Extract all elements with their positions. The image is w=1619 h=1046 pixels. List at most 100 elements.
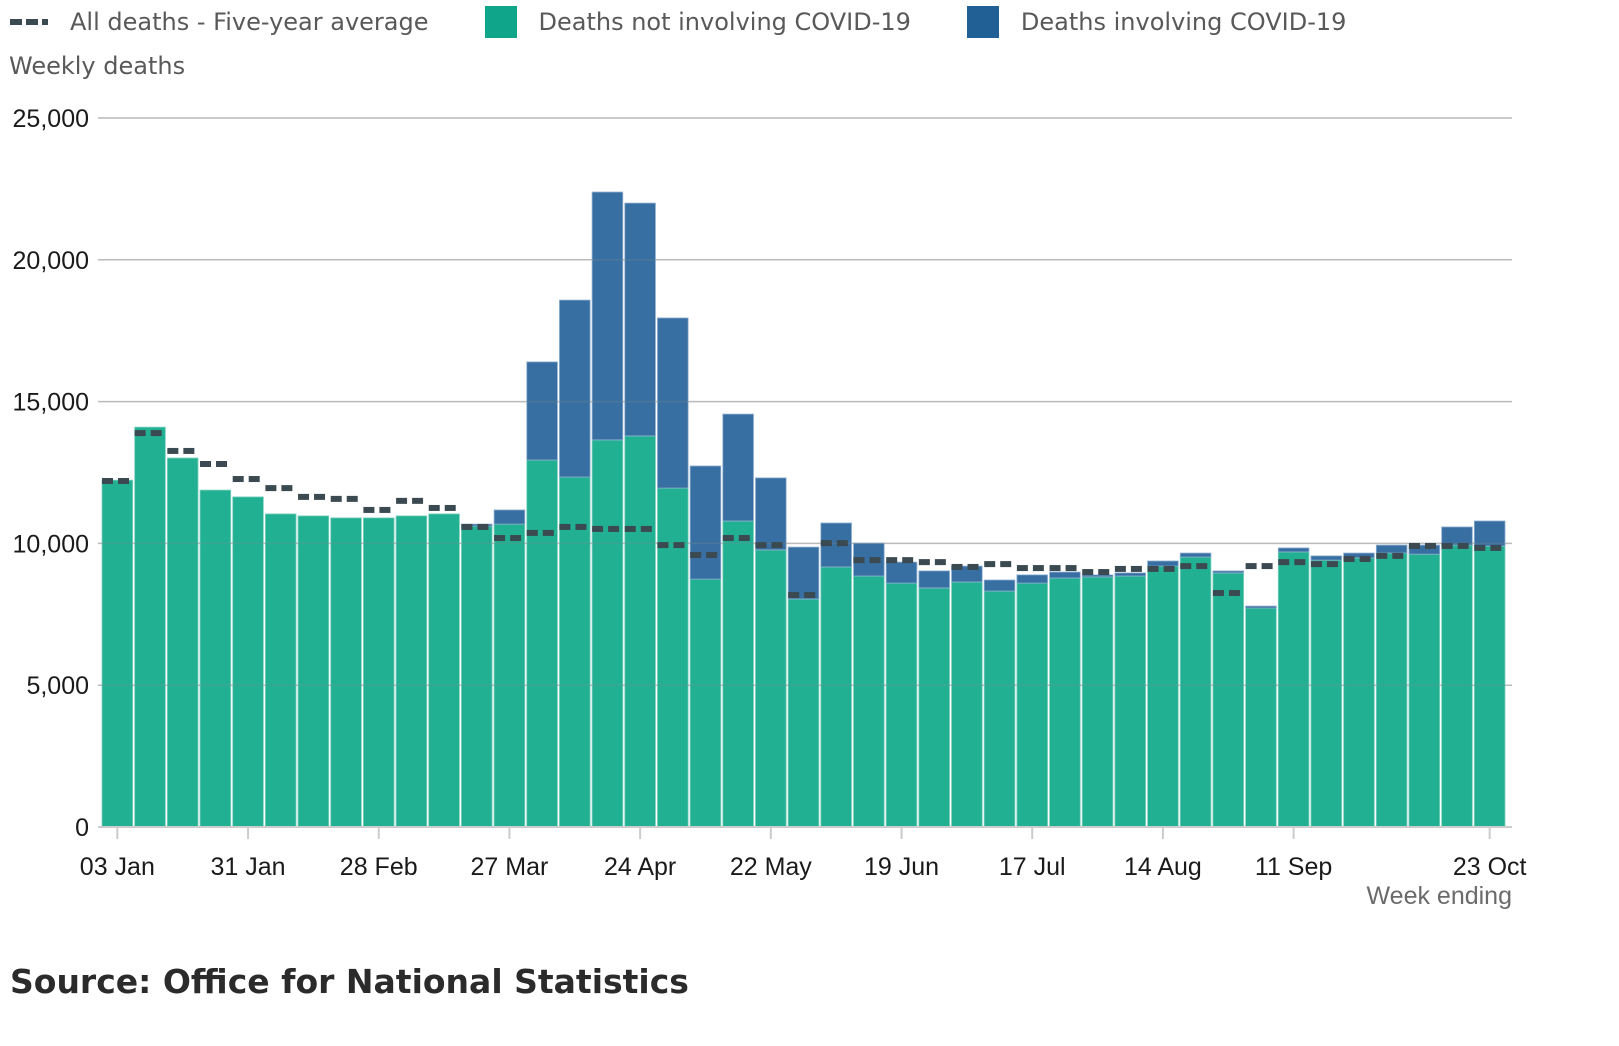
average-marker <box>444 504 456 511</box>
average-marker <box>886 557 898 564</box>
average-marker <box>738 535 750 542</box>
average-marker <box>232 476 244 483</box>
source-caption: Source: Office for National Statistics <box>10 962 689 1001</box>
average-marker <box>934 559 946 566</box>
bar-not-covid <box>1408 553 1441 828</box>
average-marker <box>902 557 914 564</box>
average-marker <box>673 542 685 549</box>
legend-item-five-year-average: All deaths - Five-year average <box>10 8 429 36</box>
bar-not-covid <box>918 587 950 828</box>
bar-not-covid <box>362 517 395 828</box>
average-marker <box>167 447 179 454</box>
average-marker <box>1408 542 1420 549</box>
average-marker <box>346 495 358 502</box>
average-marker <box>542 529 554 536</box>
bar-not-covid <box>461 525 493 828</box>
average-marker <box>494 535 506 542</box>
average-marker <box>1326 561 1338 568</box>
bar-not-covid <box>1147 565 1179 828</box>
bar-not-covid <box>297 515 330 828</box>
average-marker <box>967 563 979 570</box>
average-marker <box>298 493 310 500</box>
x-axis: 03 Jan 31 Jan 28 Feb 27 Mar 24 Apr 22 May 19 J… <box>80 826 1527 881</box>
bar-covid <box>918 570 950 589</box>
stacked-bar-chart: 0 5,000 10,000 15,000 20,000 25,000 03 Jan 31 … <box>13 105 1527 881</box>
average-marker <box>1392 552 1404 559</box>
bar-not-covid <box>951 581 983 828</box>
average-marker <box>788 592 800 599</box>
bar-not-covid <box>199 489 232 828</box>
bar-covid <box>1310 555 1343 561</box>
x-tick-label: 19 Jun <box>864 853 939 881</box>
average-marker <box>428 504 440 511</box>
bar-not-covid <box>983 590 1016 828</box>
bar-not-covid <box>1441 544 1473 828</box>
bars <box>98 117 1512 828</box>
bar-not-covid <box>591 439 624 828</box>
bar-not-covid <box>1343 557 1375 828</box>
average-marker <box>102 478 113 485</box>
average-marker <box>1490 544 1502 551</box>
bar-not-covid <box>1375 552 1408 828</box>
average-marker <box>1376 552 1388 559</box>
bar-covid <box>1441 526 1473 546</box>
bar-covid <box>787 546 820 600</box>
average-marker <box>1212 590 1224 597</box>
average-markers <box>102 430 1502 599</box>
bar-not-covid <box>1473 545 1506 828</box>
y-tick-label: 0 <box>75 814 89 842</box>
y-tick-label: 25,000 <box>13 105 89 133</box>
bar-covid <box>1147 560 1179 567</box>
bar-covid <box>689 465 722 580</box>
bar-not-covid <box>395 515 428 828</box>
average-marker <box>722 535 734 542</box>
bar-covid <box>722 413 754 522</box>
bar-not-covid <box>657 487 689 828</box>
average-marker <box>869 557 881 564</box>
bar-covid <box>983 579 1016 592</box>
dashed-line-icon <box>10 19 48 25</box>
average-marker <box>150 430 162 437</box>
legend-label-not-covid: Deaths not involving COVID-19 <box>538 8 911 36</box>
bar-not-covid <box>166 457 199 828</box>
average-marker <box>314 493 326 500</box>
bar-covid <box>591 191 624 441</box>
average-marker <box>575 523 587 530</box>
x-tick-label: 22 May <box>730 853 812 881</box>
y-tick-label: 20,000 <box>13 247 89 275</box>
legend-item-not-covid: Deaths not involving COVID-19 <box>484 6 911 38</box>
average-marker <box>1424 542 1436 549</box>
average-marker <box>984 561 996 568</box>
average-marker <box>1000 561 1012 568</box>
bar-not-covid <box>526 459 558 828</box>
bar-not-covid <box>559 476 591 828</box>
bar-covid <box>755 477 787 551</box>
bar-not-covid <box>1179 556 1212 828</box>
bar-not-covid <box>689 578 722 828</box>
average-marker <box>412 497 424 504</box>
x-tick-label: 24 Apr <box>604 853 676 881</box>
bar-covid <box>559 299 591 478</box>
average-marker <box>1343 555 1355 562</box>
legend-label-covid: Deaths involving COVID-19 <box>1020 8 1347 36</box>
x-tick-label: 27 Mar <box>471 853 549 881</box>
bar-not-covid <box>1212 572 1245 828</box>
average-marker <box>363 506 375 513</box>
bar-covid <box>493 509 526 525</box>
bar-covid <box>526 361 558 461</box>
average-marker <box>918 559 930 566</box>
bar-covid <box>1375 544 1408 554</box>
y-axis-title: Weekly deaths <box>9 52 186 80</box>
y-tick-label: 15,000 <box>13 389 89 417</box>
bar-not-covid <box>1310 559 1343 828</box>
average-marker <box>804 592 816 599</box>
average-marker <box>1098 569 1110 576</box>
x-axis-title: Week ending <box>1366 882 1512 910</box>
color-swatch-icon <box>966 6 999 38</box>
average-marker <box>820 540 832 547</box>
bar-not-covid <box>232 496 264 828</box>
average-marker <box>706 552 718 559</box>
average-marker <box>477 523 489 530</box>
average-marker <box>379 506 391 513</box>
legend-item-covid: Deaths involving COVID-19 <box>966 6 1347 38</box>
